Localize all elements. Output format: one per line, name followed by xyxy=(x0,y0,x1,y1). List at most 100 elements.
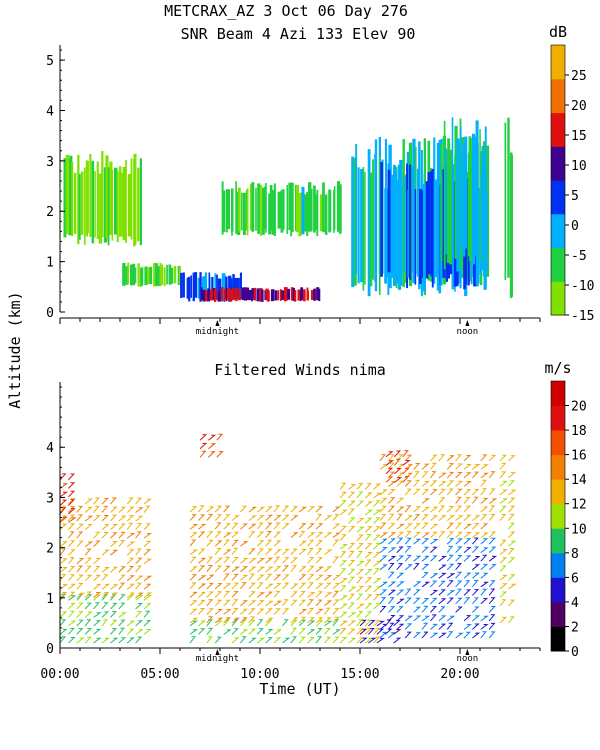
wind-barb xyxy=(379,497,388,504)
wind-barb xyxy=(206,627,214,635)
wind-barb xyxy=(463,547,472,553)
wind-barb xyxy=(231,539,239,547)
snr-colorbar-label: -5 xyxy=(571,249,587,264)
wind-barb xyxy=(379,464,389,470)
wind-barb xyxy=(135,557,143,565)
snr-cell xyxy=(313,288,316,301)
wind-barb xyxy=(421,605,429,613)
wind-barb xyxy=(68,595,77,601)
snr-cell xyxy=(197,277,200,299)
wind-barb xyxy=(508,480,516,487)
wind-barb xyxy=(256,531,265,538)
wind-barb xyxy=(101,637,110,644)
snr-cell xyxy=(65,154,69,234)
wind-barb xyxy=(413,563,420,571)
wind-barb xyxy=(110,602,118,610)
wind-barb xyxy=(240,629,249,635)
wind-barb xyxy=(189,556,197,564)
wind-barb xyxy=(455,546,463,553)
snr-cell xyxy=(286,185,289,234)
wind-barb xyxy=(118,594,126,601)
wind-barb xyxy=(388,523,396,530)
wind-barb xyxy=(206,531,214,538)
wind-barb xyxy=(324,628,331,635)
wind-barb xyxy=(472,615,481,622)
wind-barb xyxy=(388,581,397,588)
wind-barb xyxy=(508,599,516,607)
wind-barb xyxy=(480,547,489,554)
wind-barb xyxy=(84,506,93,513)
wind-barb xyxy=(480,479,487,487)
snr-cell xyxy=(507,117,510,278)
wind-barb xyxy=(290,591,298,598)
wind-barb xyxy=(307,617,316,624)
wind-barb xyxy=(256,506,266,513)
wind-barb xyxy=(488,514,496,521)
wind-barb xyxy=(446,631,454,639)
wind-barb xyxy=(265,591,274,598)
wind-barb xyxy=(472,556,481,562)
wind-barb xyxy=(480,454,488,462)
wind-barb xyxy=(379,555,388,562)
wind-barb xyxy=(223,514,231,521)
wind-barb xyxy=(356,534,364,541)
wind-barb xyxy=(339,603,348,610)
wind-barb xyxy=(223,617,232,624)
snr-cell xyxy=(225,189,228,233)
wind-barb xyxy=(373,561,382,567)
snr-cell xyxy=(481,146,484,271)
wind-barb xyxy=(273,522,281,530)
wind-barb xyxy=(463,615,472,622)
wind-barb xyxy=(76,611,84,618)
winds-colorbar-swatch xyxy=(551,552,565,578)
wind-barb xyxy=(59,636,67,644)
snr-cell xyxy=(171,267,174,284)
wind-barb xyxy=(223,523,231,530)
wind-barb xyxy=(402,460,411,466)
wind-barb xyxy=(373,517,381,524)
wind-barb xyxy=(189,566,198,573)
wind-barb xyxy=(240,566,249,573)
wind-barb xyxy=(231,515,240,521)
wind-barb xyxy=(396,606,404,613)
wind-barb xyxy=(348,628,356,635)
snr-cell xyxy=(433,137,436,284)
wind-barb xyxy=(430,515,439,521)
snr-cell xyxy=(313,185,316,233)
wind-barb xyxy=(198,514,206,521)
snr-cell xyxy=(277,290,280,301)
wind-barb xyxy=(307,574,315,581)
wind-barb xyxy=(404,597,412,605)
wind-barb xyxy=(59,592,68,599)
wind-barb xyxy=(438,598,447,605)
wind-barb xyxy=(356,628,364,635)
wind-barb xyxy=(480,523,489,530)
snr-colorbar-label: 5 xyxy=(571,189,579,204)
wind-barb xyxy=(488,622,496,630)
snr-cell xyxy=(403,176,406,273)
wind-barb xyxy=(404,515,414,521)
wind-barb xyxy=(463,455,472,462)
wind-barb xyxy=(508,531,516,538)
wind-barb xyxy=(143,498,152,505)
snr-cell xyxy=(74,172,77,234)
wind-barb xyxy=(339,637,348,644)
snr-colorbar-swatch xyxy=(551,180,565,215)
wind-barb xyxy=(198,575,207,581)
snr-cell xyxy=(446,150,450,263)
wind-barb xyxy=(339,578,348,584)
wind-barb xyxy=(388,538,396,545)
wind-barb xyxy=(472,572,480,579)
wind-barb xyxy=(282,565,290,573)
snr-cell xyxy=(357,167,360,284)
wind-barb xyxy=(216,451,224,458)
snr-cell xyxy=(387,169,391,273)
wind-barb xyxy=(438,505,446,513)
wind-barb xyxy=(315,636,323,644)
wind-barb xyxy=(348,602,356,610)
wind-barb xyxy=(508,548,515,555)
wind-barb xyxy=(480,563,489,571)
wind-barb xyxy=(339,585,347,593)
wind-barb xyxy=(455,563,462,571)
wind-barb xyxy=(463,597,471,605)
